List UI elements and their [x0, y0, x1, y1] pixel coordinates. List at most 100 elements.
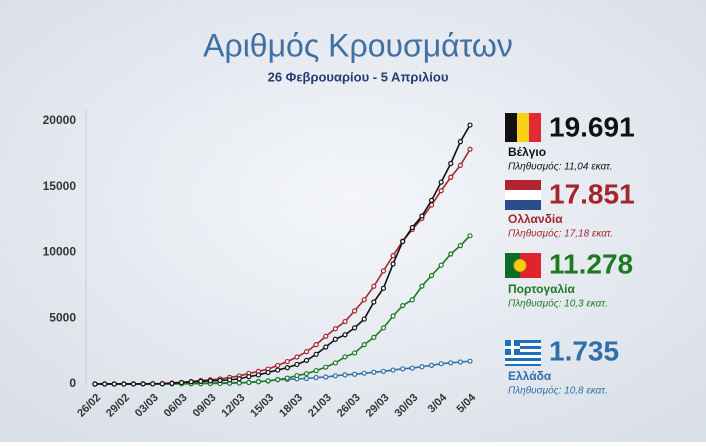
data-point [332, 360, 338, 366]
data-point [438, 179, 444, 185]
data-point [361, 370, 367, 376]
data-point [313, 367, 319, 374]
data-point [409, 365, 415, 371]
data-point [352, 350, 358, 356]
flag-portugal [505, 253, 541, 278]
data-point [448, 360, 454, 366]
data-point [303, 349, 310, 355]
data-point [467, 233, 473, 239]
data-point [400, 302, 406, 309]
legend-name: Ελλάδα [508, 369, 552, 383]
data-point [342, 332, 348, 338]
data-point [246, 374, 252, 380]
data-point [313, 351, 319, 357]
data-point [294, 354, 300, 360]
legend-population: Πληθυσμός: 11,04 εκατ. [508, 161, 613, 173]
y-tick-label: 10000 [43, 245, 77, 259]
data-point [371, 283, 377, 289]
data-point [323, 333, 329, 339]
data-point [419, 364, 425, 370]
data-point [390, 261, 396, 267]
flag-netherlands [505, 180, 541, 210]
data-point [121, 381, 127, 387]
legend-name: Ολλανδία [508, 212, 563, 226]
legend-population: Πληθυσμός: 10,3 εκατ. [508, 298, 608, 310]
legend-name: Βέλγιο [508, 145, 546, 159]
legend-name: Πορτογαλία [508, 282, 575, 296]
data-point [92, 381, 98, 387]
data-point [284, 358, 290, 365]
data-point [467, 146, 473, 152]
data-point [352, 308, 358, 314]
data-point [448, 174, 454, 180]
data-point [380, 285, 387, 291]
data-point [390, 313, 396, 319]
data-point [207, 378, 213, 384]
y-tick-label: 15000 [43, 179, 77, 193]
flag-greece [505, 340, 541, 366]
data-point [294, 361, 300, 368]
flag-belgium [505, 113, 541, 142]
data-point [428, 272, 435, 279]
data-point [438, 188, 444, 194]
data-point [467, 122, 473, 128]
data-point [457, 162, 463, 168]
data-point [313, 374, 319, 381]
data-point [342, 372, 348, 378]
data-point [457, 359, 463, 365]
data-point [342, 354, 348, 360]
data-point [438, 361, 444, 367]
data-point [275, 367, 281, 373]
data-point [448, 251, 454, 257]
y-tick-label: 20000 [43, 113, 77, 127]
data-point [409, 224, 415, 231]
data-point [323, 374, 329, 380]
data-point [361, 342, 367, 348]
data-point [457, 139, 463, 145]
data-point [169, 380, 175, 386]
data-point [255, 379, 262, 385]
data-point [323, 344, 329, 350]
data-point [332, 373, 338, 379]
data-point [130, 381, 137, 387]
data-point [371, 299, 377, 305]
data-point [313, 342, 319, 348]
data-point [419, 283, 425, 289]
legend-population: Πληθυσμός: 10,8 εκατ. [508, 385, 608, 397]
data-point [332, 336, 338, 342]
data-point [419, 213, 425, 219]
data-point [380, 325, 387, 331]
data-point [294, 372, 300, 379]
data-point [188, 379, 194, 385]
data-point [428, 362, 435, 368]
chart-title: Αριθμός Κρουσμάτων [203, 27, 513, 63]
data-point [448, 160, 454, 167]
data-point [178, 379, 185, 386]
data-point [284, 375, 290, 381]
data-point [457, 243, 463, 249]
data-point [150, 381, 156, 387]
data-point [265, 378, 271, 384]
data-point [236, 380, 242, 386]
chart-subtitle: 26 Φεβρουαρίου - 5 Απριλίου [268, 69, 449, 84]
series-line [95, 124, 471, 385]
data-point [467, 358, 473, 364]
data-point [275, 377, 281, 383]
data-point [140, 381, 146, 387]
data-point [246, 379, 252, 386]
data-point [255, 372, 262, 378]
data-point [284, 365, 290, 371]
data-point [236, 376, 242, 382]
legend-population: Πληθυσμός: 17,18 εκατ. [508, 228, 613, 240]
data-point [400, 366, 406, 372]
data-point [352, 325, 358, 331]
data-point [352, 371, 358, 377]
data-point [159, 381, 165, 387]
data-point [332, 326, 338, 332]
data-point [400, 238, 406, 245]
data-point [102, 381, 108, 387]
data-point [428, 197, 435, 203]
data-point [342, 318, 348, 325]
data-point [198, 378, 204, 384]
